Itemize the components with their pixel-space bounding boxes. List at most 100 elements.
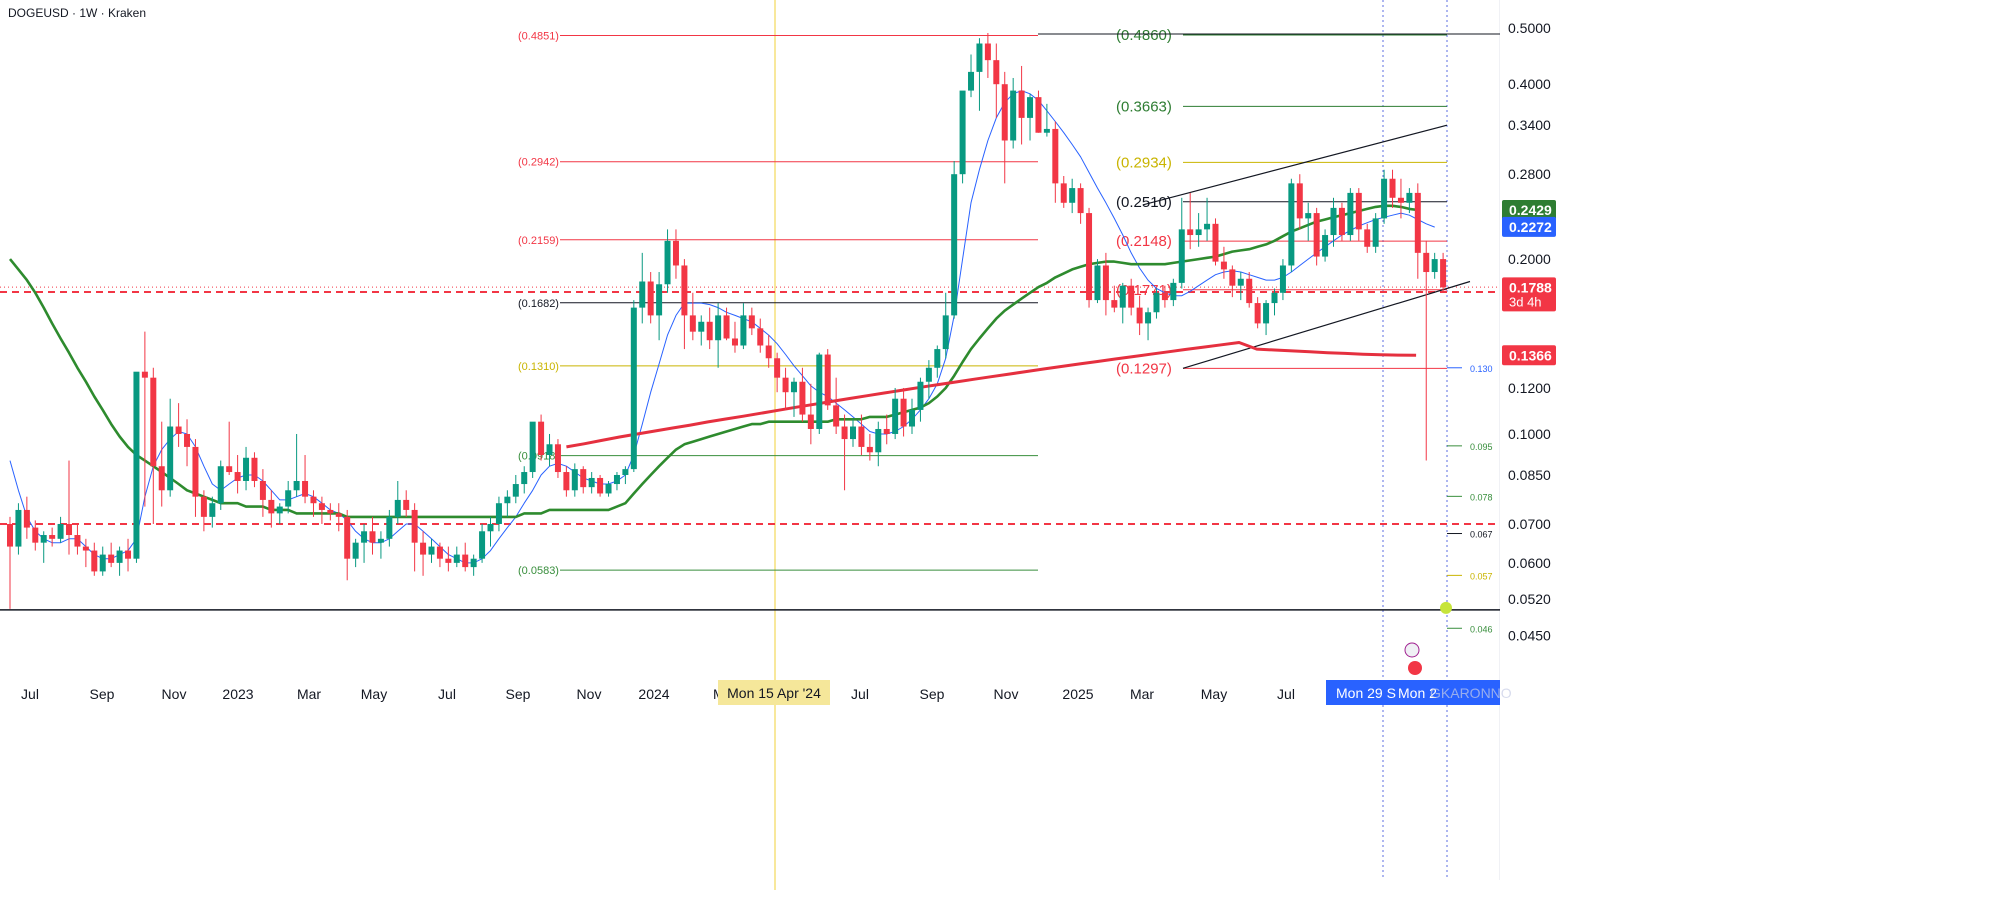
candle-body — [74, 535, 81, 547]
y-tick-label: 0.2800 — [1508, 166, 1551, 182]
candle — [40, 531, 47, 563]
candle — [1254, 297, 1261, 329]
candle-body — [917, 381, 924, 410]
price-axis[interactable]: 0.5000 0.4000 0.3400 0.2800 0.2000 0.1200 0.10… — [1500, 0, 2000, 905]
candle — [74, 523, 81, 555]
candle — [369, 516, 376, 555]
candle — [538, 414, 545, 461]
candle-body — [588, 477, 595, 488]
candle — [664, 229, 671, 293]
flag-icon — [1408, 661, 1422, 675]
candle-body — [192, 446, 199, 497]
candle-body — [942, 315, 949, 350]
candle — [580, 466, 587, 494]
price-badge-label: 0.2272 — [1509, 219, 1552, 235]
candle — [706, 307, 713, 350]
candle-body — [125, 550, 132, 559]
candle — [1204, 197, 1211, 241]
y-tick-label: 0.1000 — [1508, 426, 1551, 442]
candle — [470, 554, 477, 576]
candle-body — [226, 466, 233, 473]
candle-body — [158, 466, 165, 491]
candle — [1018, 65, 1025, 145]
candle-body — [1330, 207, 1337, 236]
candle-body — [613, 474, 620, 485]
candle — [1279, 259, 1286, 301]
candle — [116, 546, 123, 576]
candle — [883, 414, 890, 445]
candle — [150, 367, 157, 524]
candle-body — [1397, 197, 1404, 203]
y-tick-label: 0.3400 — [1508, 117, 1551, 133]
candle-body — [698, 321, 705, 332]
candle-body — [1178, 229, 1185, 283]
candle-body — [386, 516, 393, 539]
candle — [411, 503, 418, 572]
x-tick-label: Nov — [994, 686, 1019, 702]
time-axis[interactable]: Jul Sep Nov 2023 Mar May Jul Sep Nov 2024 Mar Jul Se… — [21, 642, 1512, 705]
price-badge-label: 0.2429 — [1509, 202, 1552, 218]
candle-body — [49, 535, 56, 539]
candle — [259, 469, 266, 517]
trend-channel — [1142, 124, 1471, 369]
x-tick-label: Jul — [21, 686, 39, 702]
candle — [799, 367, 806, 422]
candle — [672, 229, 679, 279]
price-badge-label: 0.1788 — [1509, 279, 1552, 295]
candle — [1212, 218, 1219, 266]
candle — [1389, 169, 1396, 208]
candle — [748, 307, 755, 336]
candle — [217, 460, 224, 510]
candle — [807, 383, 814, 445]
candle — [1052, 121, 1059, 203]
candle — [1229, 265, 1236, 298]
watermark: GKARONNO — [1430, 685, 1512, 701]
y-tick-label: 0.0600 — [1508, 555, 1551, 571]
candle — [1094, 259, 1101, 304]
candle — [1288, 178, 1295, 273]
candle-body — [1296, 183, 1303, 219]
candle-body — [1195, 229, 1202, 236]
candle — [285, 480, 292, 514]
price-badge — [1502, 200, 1556, 221]
candle — [976, 38, 983, 111]
candle — [1414, 183, 1421, 279]
price-badge — [1502, 345, 1556, 366]
candle-body — [1035, 97, 1042, 133]
chart-title: DOGEUSD · 1W · Kraken — [8, 6, 147, 20]
candle — [1001, 71, 1008, 184]
candle-body — [850, 426, 856, 440]
candle — [495, 496, 502, 532]
candle-body — [32, 527, 39, 543]
candle — [1145, 307, 1152, 341]
candle — [1010, 77, 1017, 149]
candle-body — [1187, 229, 1194, 236]
candle-body — [1305, 213, 1312, 219]
candle — [993, 43, 1000, 118]
candle — [925, 360, 932, 399]
candle — [1220, 246, 1227, 279]
green-dot — [1440, 601, 1452, 614]
candle — [428, 538, 435, 563]
candle — [32, 520, 39, 551]
x-tick-label: Mar — [297, 686, 321, 702]
candle — [436, 542, 443, 568]
candle-body — [1145, 312, 1152, 324]
candle — [1187, 192, 1194, 250]
candle-body — [1001, 84, 1008, 141]
candle — [1305, 202, 1312, 241]
candle — [1263, 300, 1270, 336]
candle-body — [1128, 285, 1135, 308]
candle — [597, 474, 604, 497]
candle — [715, 303, 722, 368]
candle-body — [1414, 192, 1421, 253]
candle-body — [276, 506, 283, 514]
candles[interactable] — [7, 32, 1447, 609]
candle-body — [740, 315, 747, 346]
candle — [133, 371, 140, 563]
candle-body — [108, 554, 115, 563]
candle — [125, 538, 132, 572]
candle-body — [23, 509, 30, 528]
candle — [445, 546, 452, 572]
